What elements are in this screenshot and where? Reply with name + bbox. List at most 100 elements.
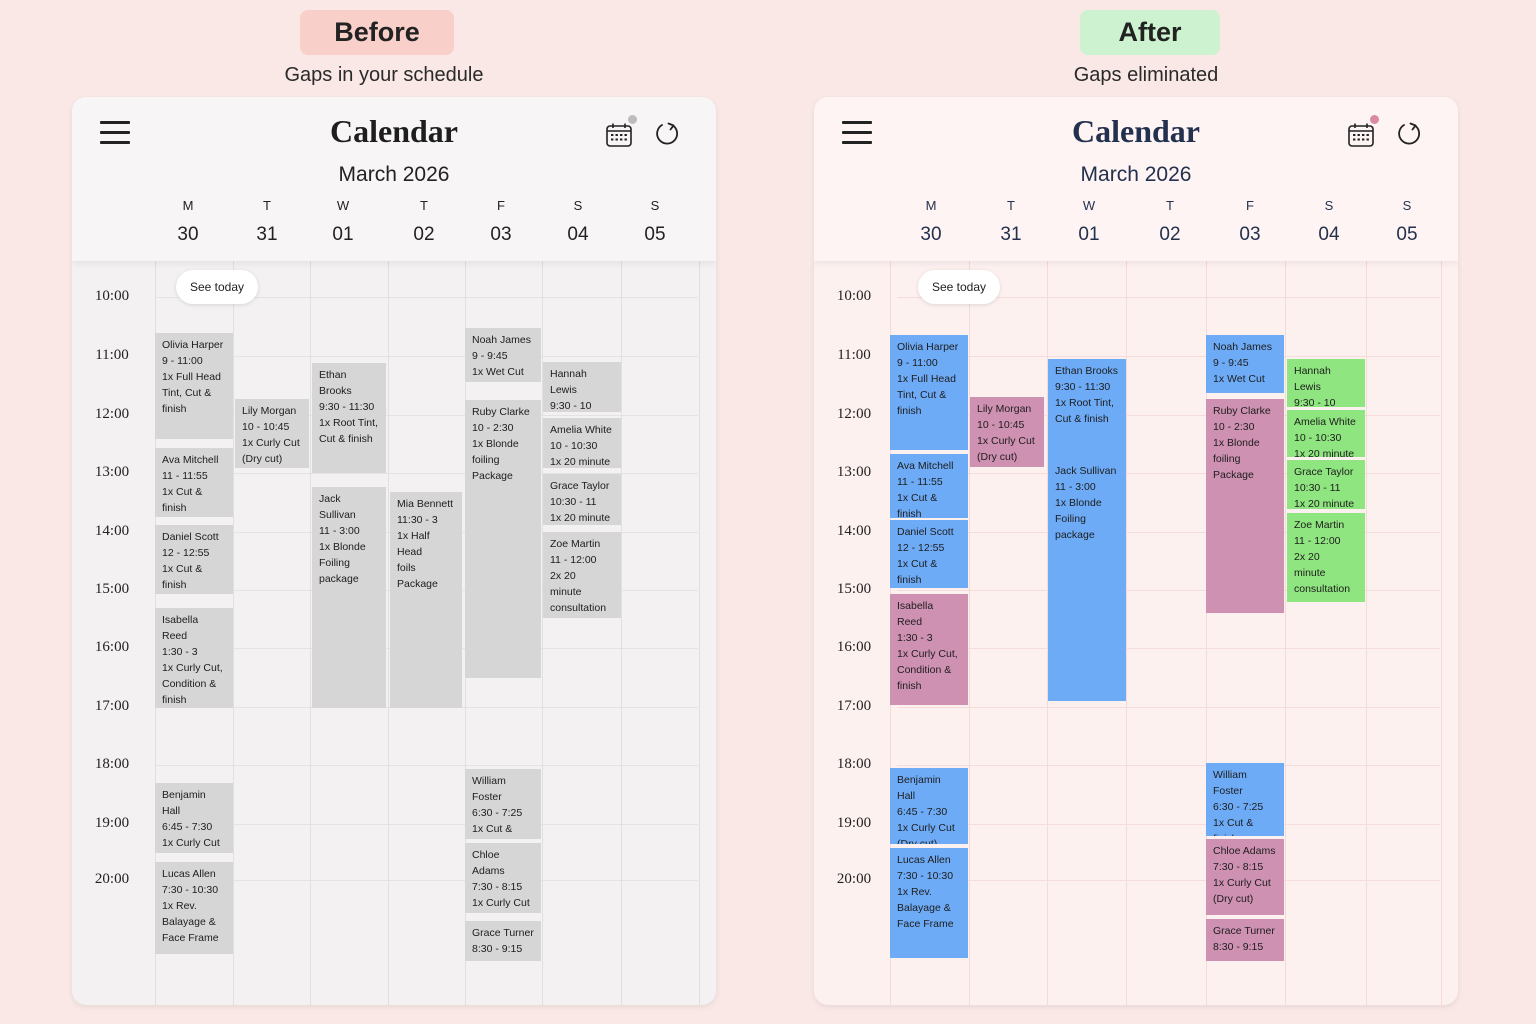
time-label: 11:00 <box>95 347 129 363</box>
calendar-icon[interactable] <box>606 123 632 147</box>
hour-gridline <box>155 356 698 357</box>
appointment-line: 1x 20 minute <box>1294 498 1355 509</box>
calendar-icon[interactable] <box>1348 123 1374 147</box>
appointment-line: Foiling <box>319 557 350 569</box>
day-gridline <box>233 261 234 1005</box>
time-label: 16:00 <box>836 639 872 655</box>
appointment-line: Benjamin Hall <box>897 774 941 802</box>
time-label: 20:00 <box>94 871 130 887</box>
hour-gridline <box>155 880 698 881</box>
day-gridline <box>1366 261 1367 1005</box>
day-name: T <box>263 198 271 213</box>
appointment-line: Tint, Cut & <box>897 389 947 401</box>
time-label: 17:00 <box>94 698 130 714</box>
refresh-icon[interactable] <box>1396 121 1422 147</box>
see-today-button[interactable]: See today <box>176 270 258 304</box>
menu-icon[interactable] <box>842 121 872 144</box>
appointment-block[interactable]: Grace Taylor 10:30 - 11 1x 20 minute <box>543 474 621 525</box>
appointment-block[interactable]: Olivia Harper 9 - 11:00 1x Full Head Tint, … <box>890 335 968 450</box>
day-name: S <box>1402 198 1412 213</box>
appointment-block[interactable]: Chloe Adams 7:30 - 8:15 1x Curly Cut (Dry c… <box>465 843 541 913</box>
appointment-block[interactable]: Lucas Allen 7:30 - 10:30 1x Rev. Balayage &… <box>155 862 233 954</box>
appointment-line: package <box>1055 529 1095 541</box>
hour-gridline <box>897 415 1440 416</box>
appointment-block[interactable]: William Foster 6:30 - 7:25 1x Cut & finish <box>1206 763 1284 836</box>
day-number[interactable]: 03 <box>490 224 512 245</box>
appointment-block[interactable]: Lily Morgan 10 - 10:45 1x Curly Cut (Dry cu… <box>235 399 309 468</box>
day-number[interactable]: 05 <box>644 224 666 245</box>
appointment-line: (Dry cut) <box>1213 893 1254 905</box>
day-number[interactable]: 02 <box>1159 224 1181 245</box>
appointment-line: 1x 20 minute <box>1294 448 1355 457</box>
appointment-block[interactable]: Zoe Martin 11 - 12:00 2x 20 minute consultat… <box>1287 513 1365 602</box>
appointment-block[interactable]: Ethan Brooks 9:30 - 11:30 1x Root Tint, Cut… <box>312 363 386 473</box>
appointment-block[interactable]: Grace Taylor 10:30 - 11 1x 20 minute <box>1287 460 1365 509</box>
appointment-block[interactable]: Daniel Scott 12 - 12:55 1x Cut & finish <box>890 520 968 588</box>
refresh-icon[interactable] <box>654 121 680 147</box>
appointment-line: Grace Turner <box>472 927 534 939</box>
time-label: 13:00 <box>94 464 130 480</box>
see-today-button[interactable]: See today <box>918 270 1000 304</box>
day-number[interactable]: 01 <box>1078 224 1100 245</box>
hour-gridline <box>897 590 1440 591</box>
appointment-line: 1x Blonde <box>1213 437 1260 449</box>
appointment-line: Chloe Adams <box>472 849 505 877</box>
day-number[interactable]: 04 <box>1318 224 1340 245</box>
day-number[interactable]: 30 <box>920 224 942 245</box>
appointment-block[interactable]: Chloe Adams 7:30 - 8:15 1x Curly Cut (Dry c… <box>1206 839 1284 915</box>
appointment-line: foils Package <box>397 562 438 590</box>
appointment-line: 1x Curly Cut, <box>897 648 958 660</box>
day-number[interactable]: 01 <box>332 224 354 245</box>
day-number[interactable]: 03 <box>1239 224 1261 245</box>
appointment-block[interactable]: Olivia Harper 9 - 11:00 1x Full Head Tint, … <box>155 333 233 439</box>
appointment-block[interactable]: Lily Morgan 10 - 10:45 1x Curly Cut (Dry cu… <box>970 397 1044 467</box>
appointment-block[interactable]: Ruby Clarke 10 - 2:30 1x Blonde foiling Pack… <box>465 400 541 678</box>
appointment-line: Tint, Cut & <box>162 387 212 399</box>
appointment-block[interactable]: Jack Sullivan 11 - 3:00 1x Blonde Foiling pa… <box>1048 459 1126 701</box>
appointment-block[interactable]: Grace Turner 8:30 - 9:15 <box>465 921 541 961</box>
appointment-line: 1x Cut & <box>897 558 938 570</box>
appointment-block[interactable]: Ethan Brooks 9:30 - 11:30 1x Root Tint, Cut… <box>1048 359 1126 474</box>
appointment-line: finish <box>162 694 187 706</box>
appointment-block[interactable]: Amelia White 10 - 10:30 1x 20 minute <box>543 418 621 468</box>
appointment-line: 1x Root Tint, <box>319 417 378 429</box>
appointment-block[interactable]: Jack Sullivan 11 - 3:00 1x Blonde Foiling pa… <box>312 487 386 708</box>
day-number[interactable]: 31 <box>256 224 278 245</box>
appointment-line: Zoe Martin <box>1294 519 1345 531</box>
appointment-line: 10 - 10:45 <box>242 421 290 433</box>
appointment-line: finish <box>162 579 187 591</box>
day-number[interactable]: 31 <box>1000 224 1022 245</box>
appointment-block[interactable]: Amelia White 10 - 10:30 1x 20 minute <box>1287 410 1365 457</box>
appointment-block[interactable]: Zoe Martin 11 - 12:00 2x 20 minute consultat… <box>543 532 621 618</box>
appointment-line: Hannah Lewis <box>550 368 587 396</box>
day-number[interactable]: 30 <box>177 224 199 245</box>
appointment-block[interactable]: William Foster 6:30 - 7:25 1x Cut & finish <box>465 769 541 839</box>
appointment-line: 1x Rev. <box>162 900 197 912</box>
appointment-line: Isabella Reed <box>162 614 199 642</box>
appointment-block[interactable]: Daniel Scott 12 - 12:55 1x Cut & finish <box>155 525 233 594</box>
day-number[interactable]: 05 <box>1396 224 1418 245</box>
menu-icon[interactable] <box>100 121 130 144</box>
day-number[interactable]: 02 <box>413 224 435 245</box>
appointment-line: 11 - 11:55 <box>897 476 943 488</box>
appointment-block[interactable]: Isabella Reed 1:30 - 3 1x Curly Cut, Condit… <box>890 594 968 705</box>
appointment-block[interactable]: Ruby Clarke 10 - 2:30 1x Blonde foiling Pack… <box>1206 399 1284 613</box>
appointment-block[interactable]: Noah James 9 - 9:45 1x Wet Cut <box>465 328 541 382</box>
day-number[interactable]: 04 <box>567 224 589 245</box>
appointment-block[interactable]: Ava Mitchell 11 - 11:55 1x Cut & finish <box>890 454 968 518</box>
appointment-line: 1x Blonde <box>1055 497 1102 509</box>
appointment-line: 9:30 - 11:30 <box>319 401 375 413</box>
appointment-block[interactable]: Benjamin Hall 6:45 - 7:30 1x Curly Cut (Dry… <box>890 768 968 844</box>
appointment-block[interactable]: Benjamin Hall 6:45 - 7:30 1x Curly Cut (Dry… <box>155 783 233 853</box>
appointment-line: 1x Curly Cut <box>472 897 530 909</box>
appointment-block[interactable]: Mia Bennett 11:30 - 3 1x Half Head foils Pa… <box>390 492 462 708</box>
appointment-block[interactable]: Ava Mitchell 11 - 11:55 1x Cut & finish <box>155 448 233 517</box>
appointment-block[interactable]: Noah James 9 - 9:45 1x Wet Cut <box>1206 335 1284 393</box>
appointment-block[interactable]: Grace Turner 8:30 - 9:15 <box>1206 919 1284 961</box>
appointment-block[interactable]: Lucas Allen 7:30 - 10:30 1x Rev. Balayage &… <box>890 848 968 958</box>
calendar-title: Calendar <box>330 113 458 149</box>
appointment-block[interactable]: Isabella Reed 1:30 - 3 1x Curly Cut, Condit… <box>155 608 233 708</box>
time-label: 10:00 <box>94 288 130 304</box>
